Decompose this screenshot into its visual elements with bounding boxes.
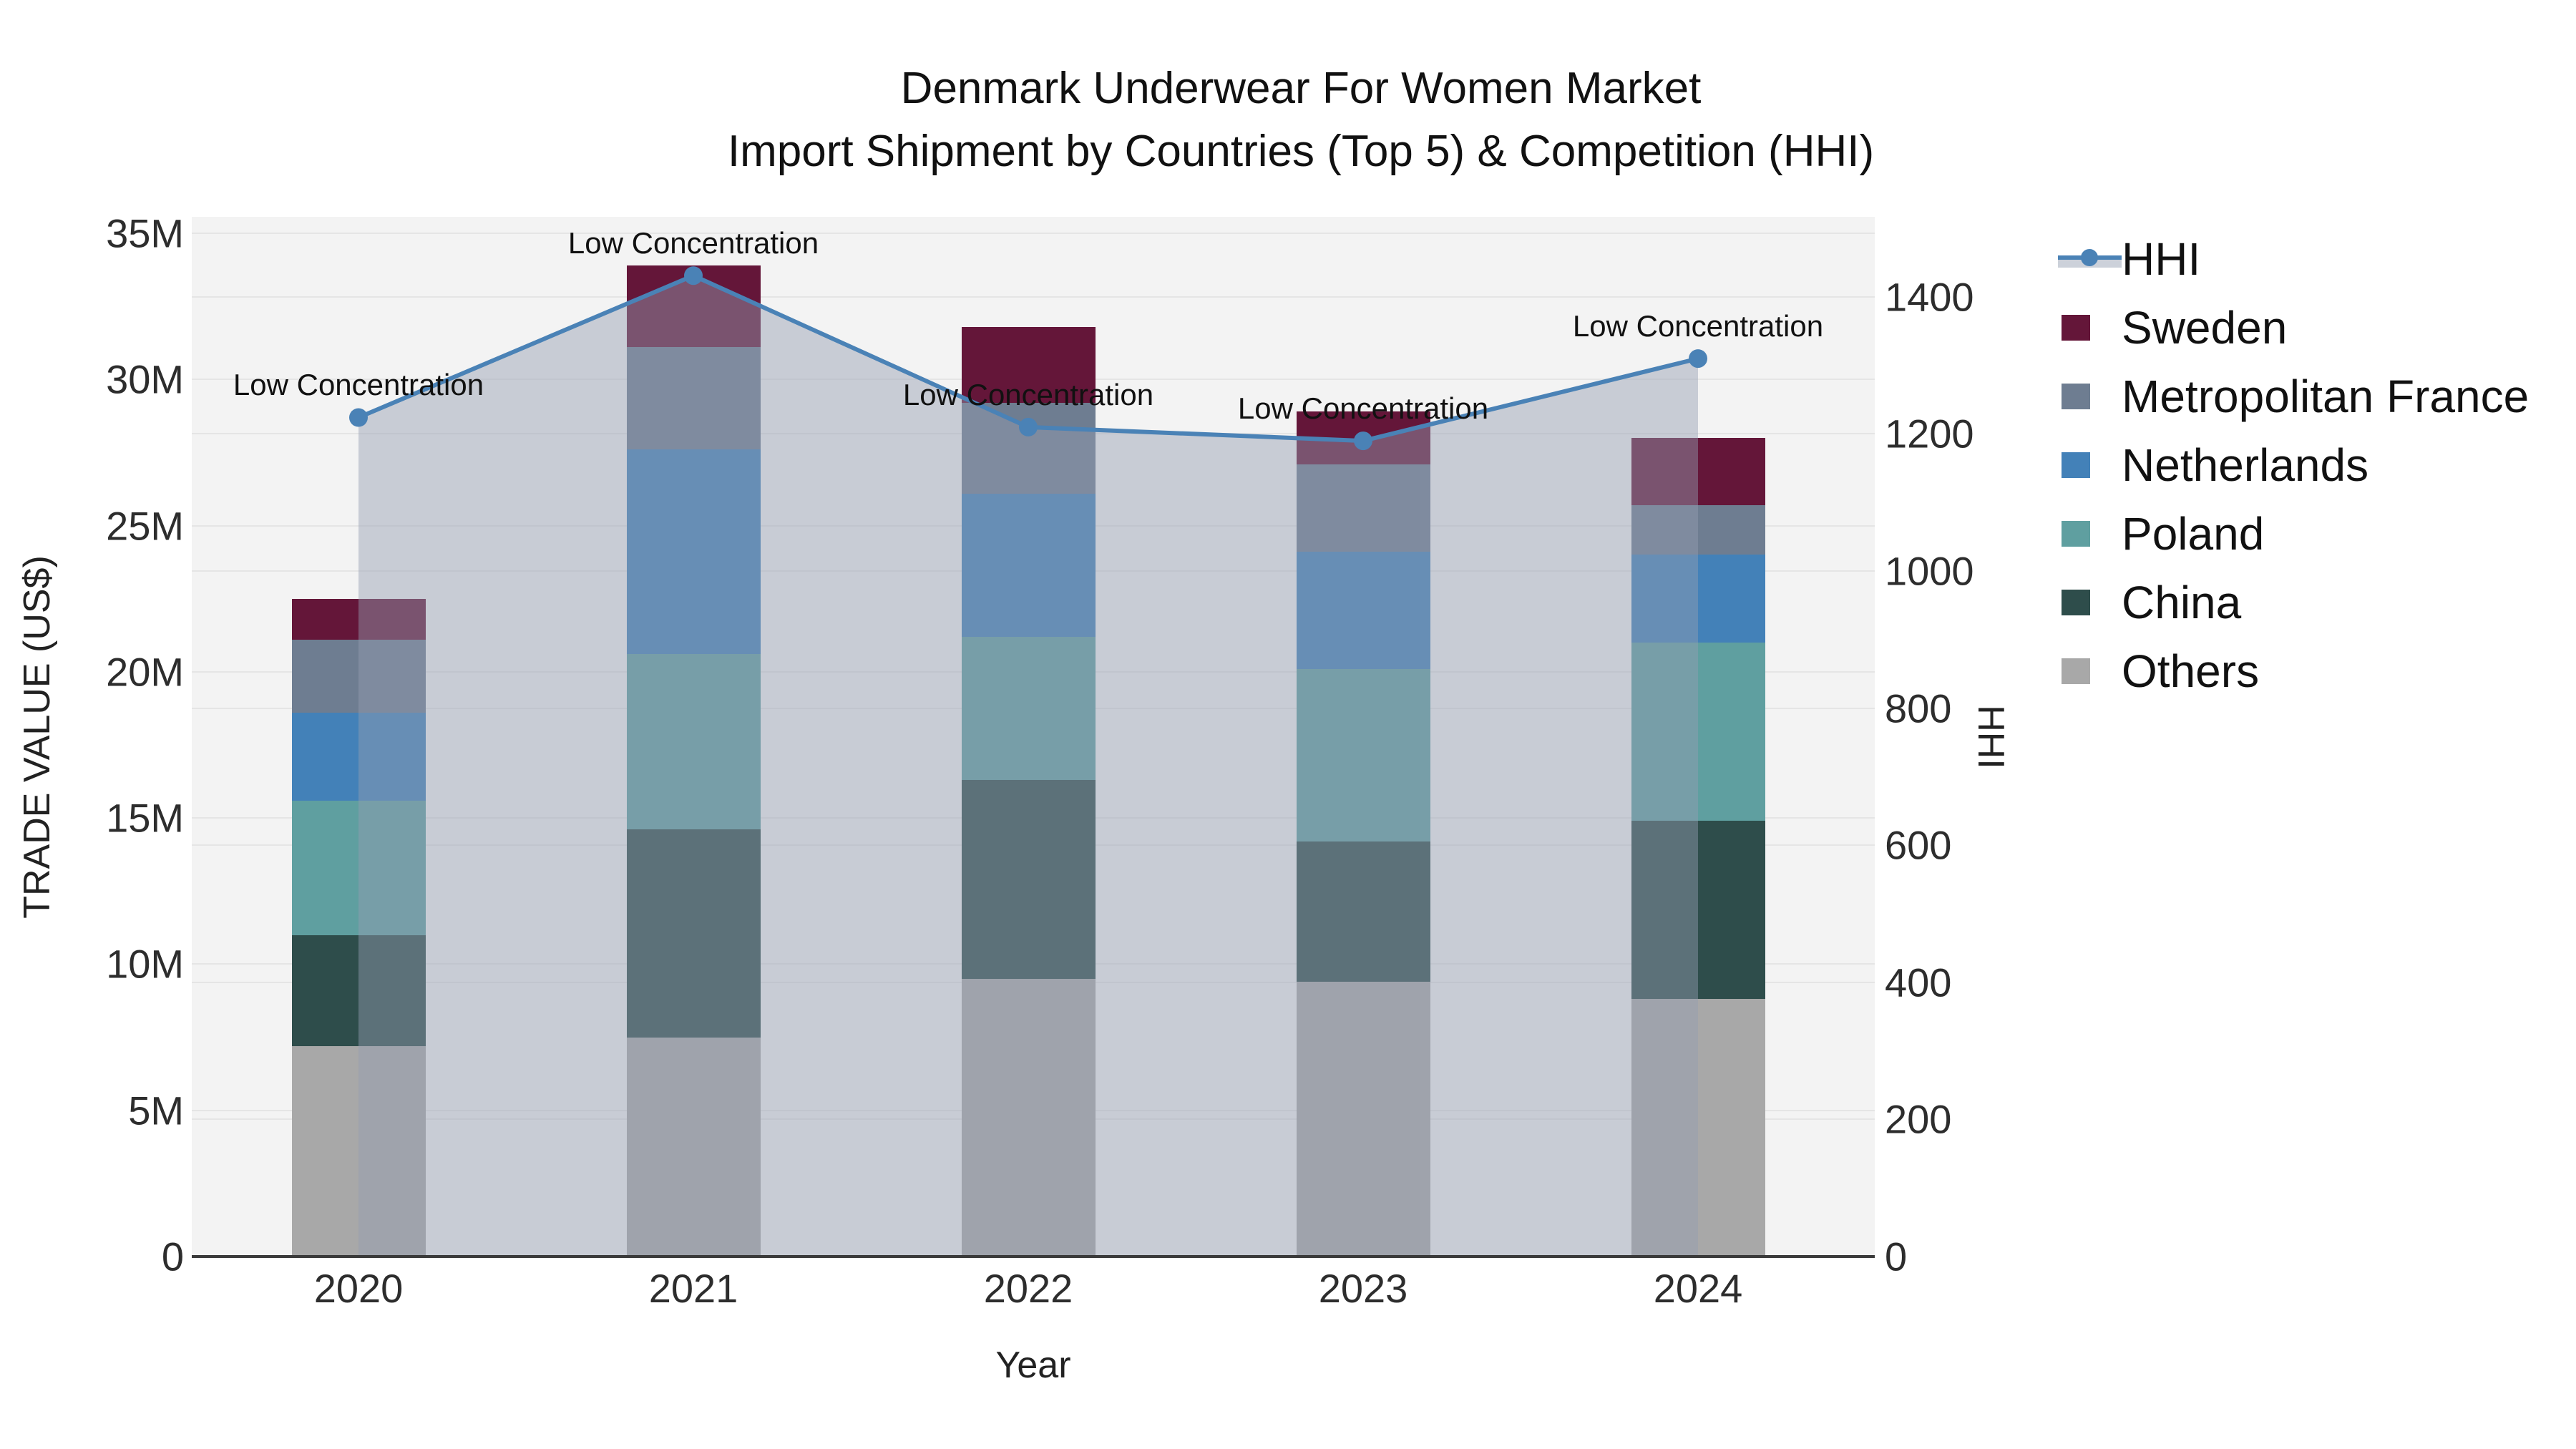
bar-segment-china-2022[interactable] <box>961 780 1096 979</box>
bar-segment-netherlands-2020[interactable] <box>291 713 426 801</box>
hhi-marker-2022[interactable] <box>1019 417 1038 436</box>
bar-segment-sweden-2024[interactable] <box>1631 438 1765 505</box>
legend-color-swatch-icon <box>2058 658 2122 684</box>
y-left-tick-25M: 25M <box>106 503 184 549</box>
annotation-2024: Low Concentration <box>1572 309 1824 343</box>
y-axis-title-right: HHI <box>1970 705 2011 769</box>
legend-label: Metropolitan France <box>2122 371 2529 422</box>
bar-segment-others-2022[interactable] <box>961 978 1096 1257</box>
y-right-tick-1200: 1200 <box>1885 411 1974 457</box>
annotation-2020: Low Concentration <box>233 368 484 402</box>
bar-segment-china-2020[interactable] <box>291 935 426 1046</box>
y-left-tick-10M: 10M <box>106 941 184 987</box>
y-axis-title-left: TRADE VALUE (US$) <box>16 555 58 919</box>
legend-item-others[interactable]: Others <box>2058 637 2529 706</box>
legend-item-netherlands[interactable]: Netherlands <box>2058 431 2529 499</box>
bar-segment-netherlands-2021[interactable] <box>626 449 761 655</box>
bar-segment-sweden-2020[interactable] <box>291 598 426 640</box>
chart-title-line2: Import Shipment by Countries (Top 5) & C… <box>727 127 1875 176</box>
y-right-tick-200: 200 <box>1885 1096 1952 1142</box>
y-left-tick-35M: 35M <box>106 210 184 256</box>
bar-segment-metropolitan-france-2023[interactable] <box>1296 464 1430 552</box>
annotation-2023: Low Concentration <box>1237 391 1489 426</box>
legend-label: China <box>2122 577 2242 628</box>
bar-segment-china-2021[interactable] <box>626 829 761 1038</box>
legend-item-metropolitan-france[interactable]: Metropolitan France <box>2058 362 2529 431</box>
bar-segment-china-2023[interactable] <box>1296 841 1430 982</box>
bar-segment-netherlands-2022[interactable] <box>961 493 1096 637</box>
bar-segment-china-2024[interactable] <box>1631 821 1765 1000</box>
y-left-tick-15M: 15M <box>106 795 184 841</box>
legend-label: Sweden <box>2122 302 2288 353</box>
y-left-tick-5M: 5M <box>128 1088 184 1133</box>
chart-title: Denmark Underwear For Women Market Impor… <box>728 57 1874 183</box>
y-right-tick-1400: 1400 <box>1885 274 1974 320</box>
legend-color-swatch-icon <box>2058 315 2122 341</box>
x-tick-2024: 2024 <box>1653 1266 1743 1311</box>
bar-segment-others-2020[interactable] <box>291 1045 426 1257</box>
legend-color-swatch-icon <box>2058 590 2122 615</box>
x-tick-2022: 2022 <box>983 1266 1073 1311</box>
bar-segment-others-2021[interactable] <box>626 1037 761 1257</box>
bar-segment-poland-2020[interactable] <box>291 800 426 935</box>
y-right-tick-400: 400 <box>1885 960 1952 1005</box>
bar-segment-poland-2021[interactable] <box>626 654 761 830</box>
legend: HHI Sweden Metropolitan France Netherlands P… <box>2058 225 2529 706</box>
hhi-marker-2020[interactable] <box>349 408 368 427</box>
bar-segment-netherlands-2023[interactable] <box>1296 552 1430 669</box>
hhi-marker-2021[interactable] <box>684 266 703 286</box>
legend-color-swatch-icon <box>2058 521 2122 547</box>
hhi-line-layer <box>349 266 1707 1257</box>
chart-title-line1: Denmark Underwear For Women Market <box>900 64 1702 113</box>
bar-segment-netherlands-2024[interactable] <box>1631 555 1765 643</box>
legend-color-swatch-icon <box>2058 452 2122 478</box>
bar-segment-metropolitan-france-2021[interactable] <box>626 347 761 450</box>
legend-label: Others <box>2122 645 2260 697</box>
annotation-2021: Low Concentration <box>567 226 819 260</box>
annotation-2022: Low Concentration <box>902 377 1154 411</box>
bar-segment-poland-2024[interactable] <box>1631 643 1765 821</box>
bar-segment-metropolitan-france-2020[interactable] <box>291 639 426 713</box>
y-right-tick-1000: 1000 <box>1885 548 1974 594</box>
legend-color-swatch-icon <box>2058 384 2122 409</box>
legend-item-sweden[interactable]: Sweden <box>2058 293 2529 362</box>
y-left-tick-20M: 20M <box>106 649 184 695</box>
bar-segment-others-2024[interactable] <box>1631 999 1765 1257</box>
hhi-marker-2023[interactable] <box>1354 431 1372 451</box>
y-right-tick-0: 0 <box>1885 1234 1908 1279</box>
y-left-tick-30M: 30M <box>106 356 184 402</box>
x-axis-line <box>192 1255 1875 1258</box>
plot-area <box>192 217 1875 1258</box>
x-axis-title: Year <box>995 1345 1071 1386</box>
gridline <box>192 233 1875 234</box>
x-tick-2023: 2023 <box>1318 1266 1408 1311</box>
legend-label: HHI <box>2122 233 2201 285</box>
gridline <box>192 296 1875 298</box>
y-right-tick-800: 800 <box>1885 686 1952 731</box>
hhi-area-fill <box>358 275 1698 1257</box>
hhi-marker-2024[interactable] <box>1689 349 1707 369</box>
x-tick-2020: 2020 <box>313 1266 404 1311</box>
legend-item-poland[interactable]: Poland <box>2058 499 2529 568</box>
bar-segment-sweden-2022[interactable] <box>961 326 1096 403</box>
bar-segment-poland-2022[interactable] <box>961 636 1096 781</box>
bar-segment-others-2023[interactable] <box>1296 981 1430 1257</box>
y-right-tick-600: 600 <box>1885 822 1952 868</box>
legend-item-china[interactable]: China <box>2058 568 2529 637</box>
legend-item-hhi[interactable]: HHI <box>2058 225 2529 293</box>
bar-segment-poland-2023[interactable] <box>1296 668 1430 841</box>
legend-label: Netherlands <box>2122 439 2369 491</box>
y-left-tick-0: 0 <box>161 1234 184 1279</box>
hhi-line-swatch-icon <box>2058 238 2122 280</box>
x-tick-2021: 2021 <box>648 1266 738 1311</box>
bar-segment-metropolitan-france-2024[interactable] <box>1631 504 1765 555</box>
legend-label: Poland <box>2122 508 2265 560</box>
